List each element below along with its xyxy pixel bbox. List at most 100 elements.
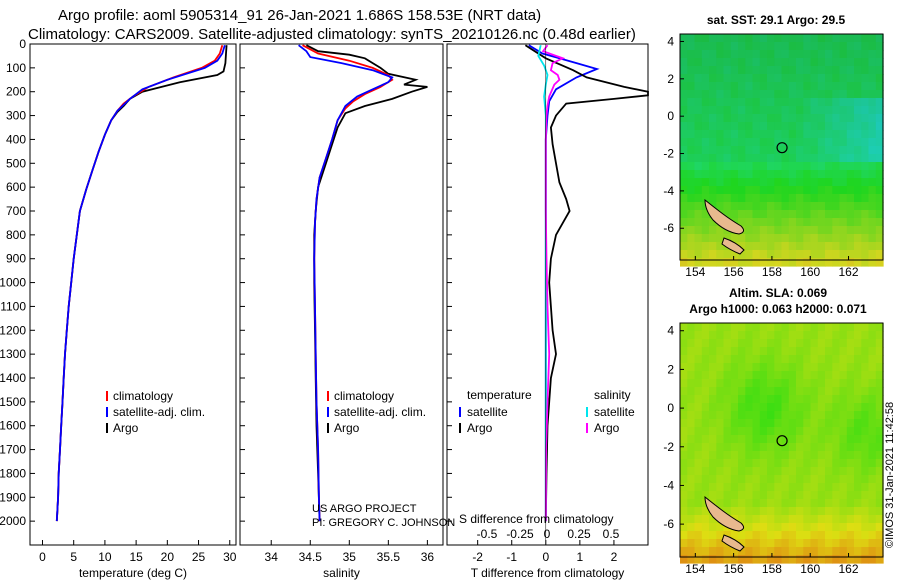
- map-cell: [716, 146, 725, 155]
- map-cell: [738, 539, 746, 548]
- map-cell: [861, 515, 870, 524]
- map-cell: [759, 491, 768, 500]
- map-cell: [716, 323, 725, 332]
- map-cell: [701, 523, 710, 532]
- map-cell: [738, 170, 746, 179]
- map-cell: [803, 443, 812, 452]
- map-cell: [752, 379, 761, 388]
- map-cell: [817, 547, 826, 556]
- map-cell: [846, 379, 855, 388]
- map-cell: [687, 523, 696, 532]
- map-cell: [738, 475, 746, 484]
- diff-xlabel: T difference from climatology: [471, 566, 625, 580]
- map-cell: [738, 106, 746, 115]
- map-cell: [875, 547, 884, 556]
- temp-legend-label: climatology: [113, 389, 173, 403]
- map-cell: [738, 138, 746, 147]
- map-cell: [759, 194, 768, 203]
- map-cell: [868, 186, 877, 195]
- map-cell: [723, 435, 732, 444]
- map-cell: [730, 411, 739, 420]
- map-cell: [817, 154, 826, 163]
- series-line-climatology: [55, 44, 224, 522]
- map-cell: [738, 491, 746, 500]
- map-cell: [810, 162, 819, 171]
- map-cell: [745, 419, 754, 428]
- x-tick-label: 0: [542, 550, 549, 564]
- map-cell: [774, 106, 783, 115]
- lat-tick-label: 4: [667, 34, 674, 48]
- map-cell: [723, 419, 732, 428]
- map-cell: [854, 475, 862, 484]
- map-cell: [846, 435, 855, 444]
- map-cell: [861, 435, 870, 444]
- map-cell: [687, 250, 696, 259]
- map-cell: [694, 515, 703, 524]
- map-cell: [716, 194, 725, 203]
- map-cell: [868, 258, 877, 267]
- map-cell: [875, 42, 884, 51]
- map-cell: [868, 114, 877, 123]
- island-shape: [721, 534, 745, 552]
- map-cell: [738, 467, 746, 476]
- map-cell: [701, 539, 710, 548]
- map-cell: [752, 411, 761, 420]
- map-cell: [701, 50, 710, 59]
- map-cell: [759, 154, 768, 163]
- map-cell: [875, 106, 884, 115]
- map-cell: [825, 387, 833, 396]
- map-cell: [875, 218, 884, 227]
- map-cell: [868, 491, 877, 500]
- map-cell: [810, 451, 819, 460]
- x-tick-label: 30: [223, 550, 237, 564]
- map-cell: [788, 42, 797, 51]
- map-cell: [745, 50, 754, 59]
- map-cell: [752, 387, 761, 396]
- map-cell: [767, 90, 775, 99]
- map-cell: [745, 106, 754, 115]
- map-cell: [875, 138, 884, 147]
- map-cell: [788, 138, 797, 147]
- map-cell: [875, 339, 884, 348]
- diff-legend-label: Argo: [594, 421, 620, 435]
- map-cell: [774, 250, 783, 259]
- map-cell: [868, 34, 877, 43]
- s-difference-tick-label: 0.25: [567, 527, 591, 541]
- map-cell: [875, 403, 884, 412]
- map-cell: [745, 379, 754, 388]
- map-cell: [868, 395, 877, 404]
- map-cell: [810, 242, 819, 251]
- map-cell: [803, 162, 812, 171]
- map-cell: [810, 499, 819, 508]
- map-cell: [752, 170, 761, 179]
- temp-legend-label: satellite-adj. clim.: [113, 405, 205, 419]
- map-cell: [803, 106, 812, 115]
- map-cell: [694, 186, 703, 195]
- map-cell: [738, 154, 746, 163]
- map-cell: [701, 170, 710, 179]
- map-cell: [738, 202, 746, 211]
- map-cell: [730, 459, 739, 468]
- map-cell: [767, 34, 775, 43]
- map-cell: [738, 242, 746, 251]
- map-cell: [774, 339, 783, 348]
- map-cell: [832, 130, 841, 139]
- map-cell: [817, 531, 826, 540]
- map-cell: [825, 242, 833, 251]
- map-cell: [796, 250, 804, 259]
- map-cell: [810, 130, 819, 139]
- map-cell: [701, 451, 710, 460]
- map-cell: [738, 74, 746, 83]
- temp-xlabel: temperature (deg C): [79, 566, 187, 580]
- map-cell: [803, 146, 812, 155]
- map-cell: [723, 98, 732, 107]
- map-cell: [846, 170, 855, 179]
- map-cell: [825, 138, 833, 147]
- map-cell: [716, 539, 725, 548]
- map-cell: [832, 34, 841, 43]
- map-cell: [854, 555, 862, 564]
- map-cell: [723, 347, 732, 356]
- map-cell: [767, 186, 775, 195]
- map-cell: [716, 443, 725, 452]
- map-cell: [709, 515, 717, 524]
